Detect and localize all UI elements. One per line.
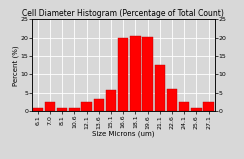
- Bar: [33, 108, 43, 111]
- Bar: [94, 100, 104, 111]
- Bar: [203, 102, 214, 111]
- Bar: [167, 89, 177, 111]
- Bar: [130, 36, 141, 111]
- Bar: [57, 108, 67, 111]
- Bar: [155, 65, 165, 111]
- X-axis label: Size Microns (um): Size Microns (um): [92, 130, 154, 137]
- Bar: [142, 37, 153, 111]
- Bar: [118, 38, 128, 111]
- Title: Cell Diameter Histogram (Percentage of Total Count): Cell Diameter Histogram (Percentage of T…: [22, 9, 224, 18]
- Bar: [81, 102, 92, 111]
- Bar: [106, 90, 116, 111]
- Bar: [69, 108, 80, 111]
- Bar: [191, 108, 202, 111]
- Bar: [45, 102, 55, 111]
- Bar: [179, 102, 189, 111]
- Y-axis label: Percent (%): Percent (%): [12, 45, 19, 86]
